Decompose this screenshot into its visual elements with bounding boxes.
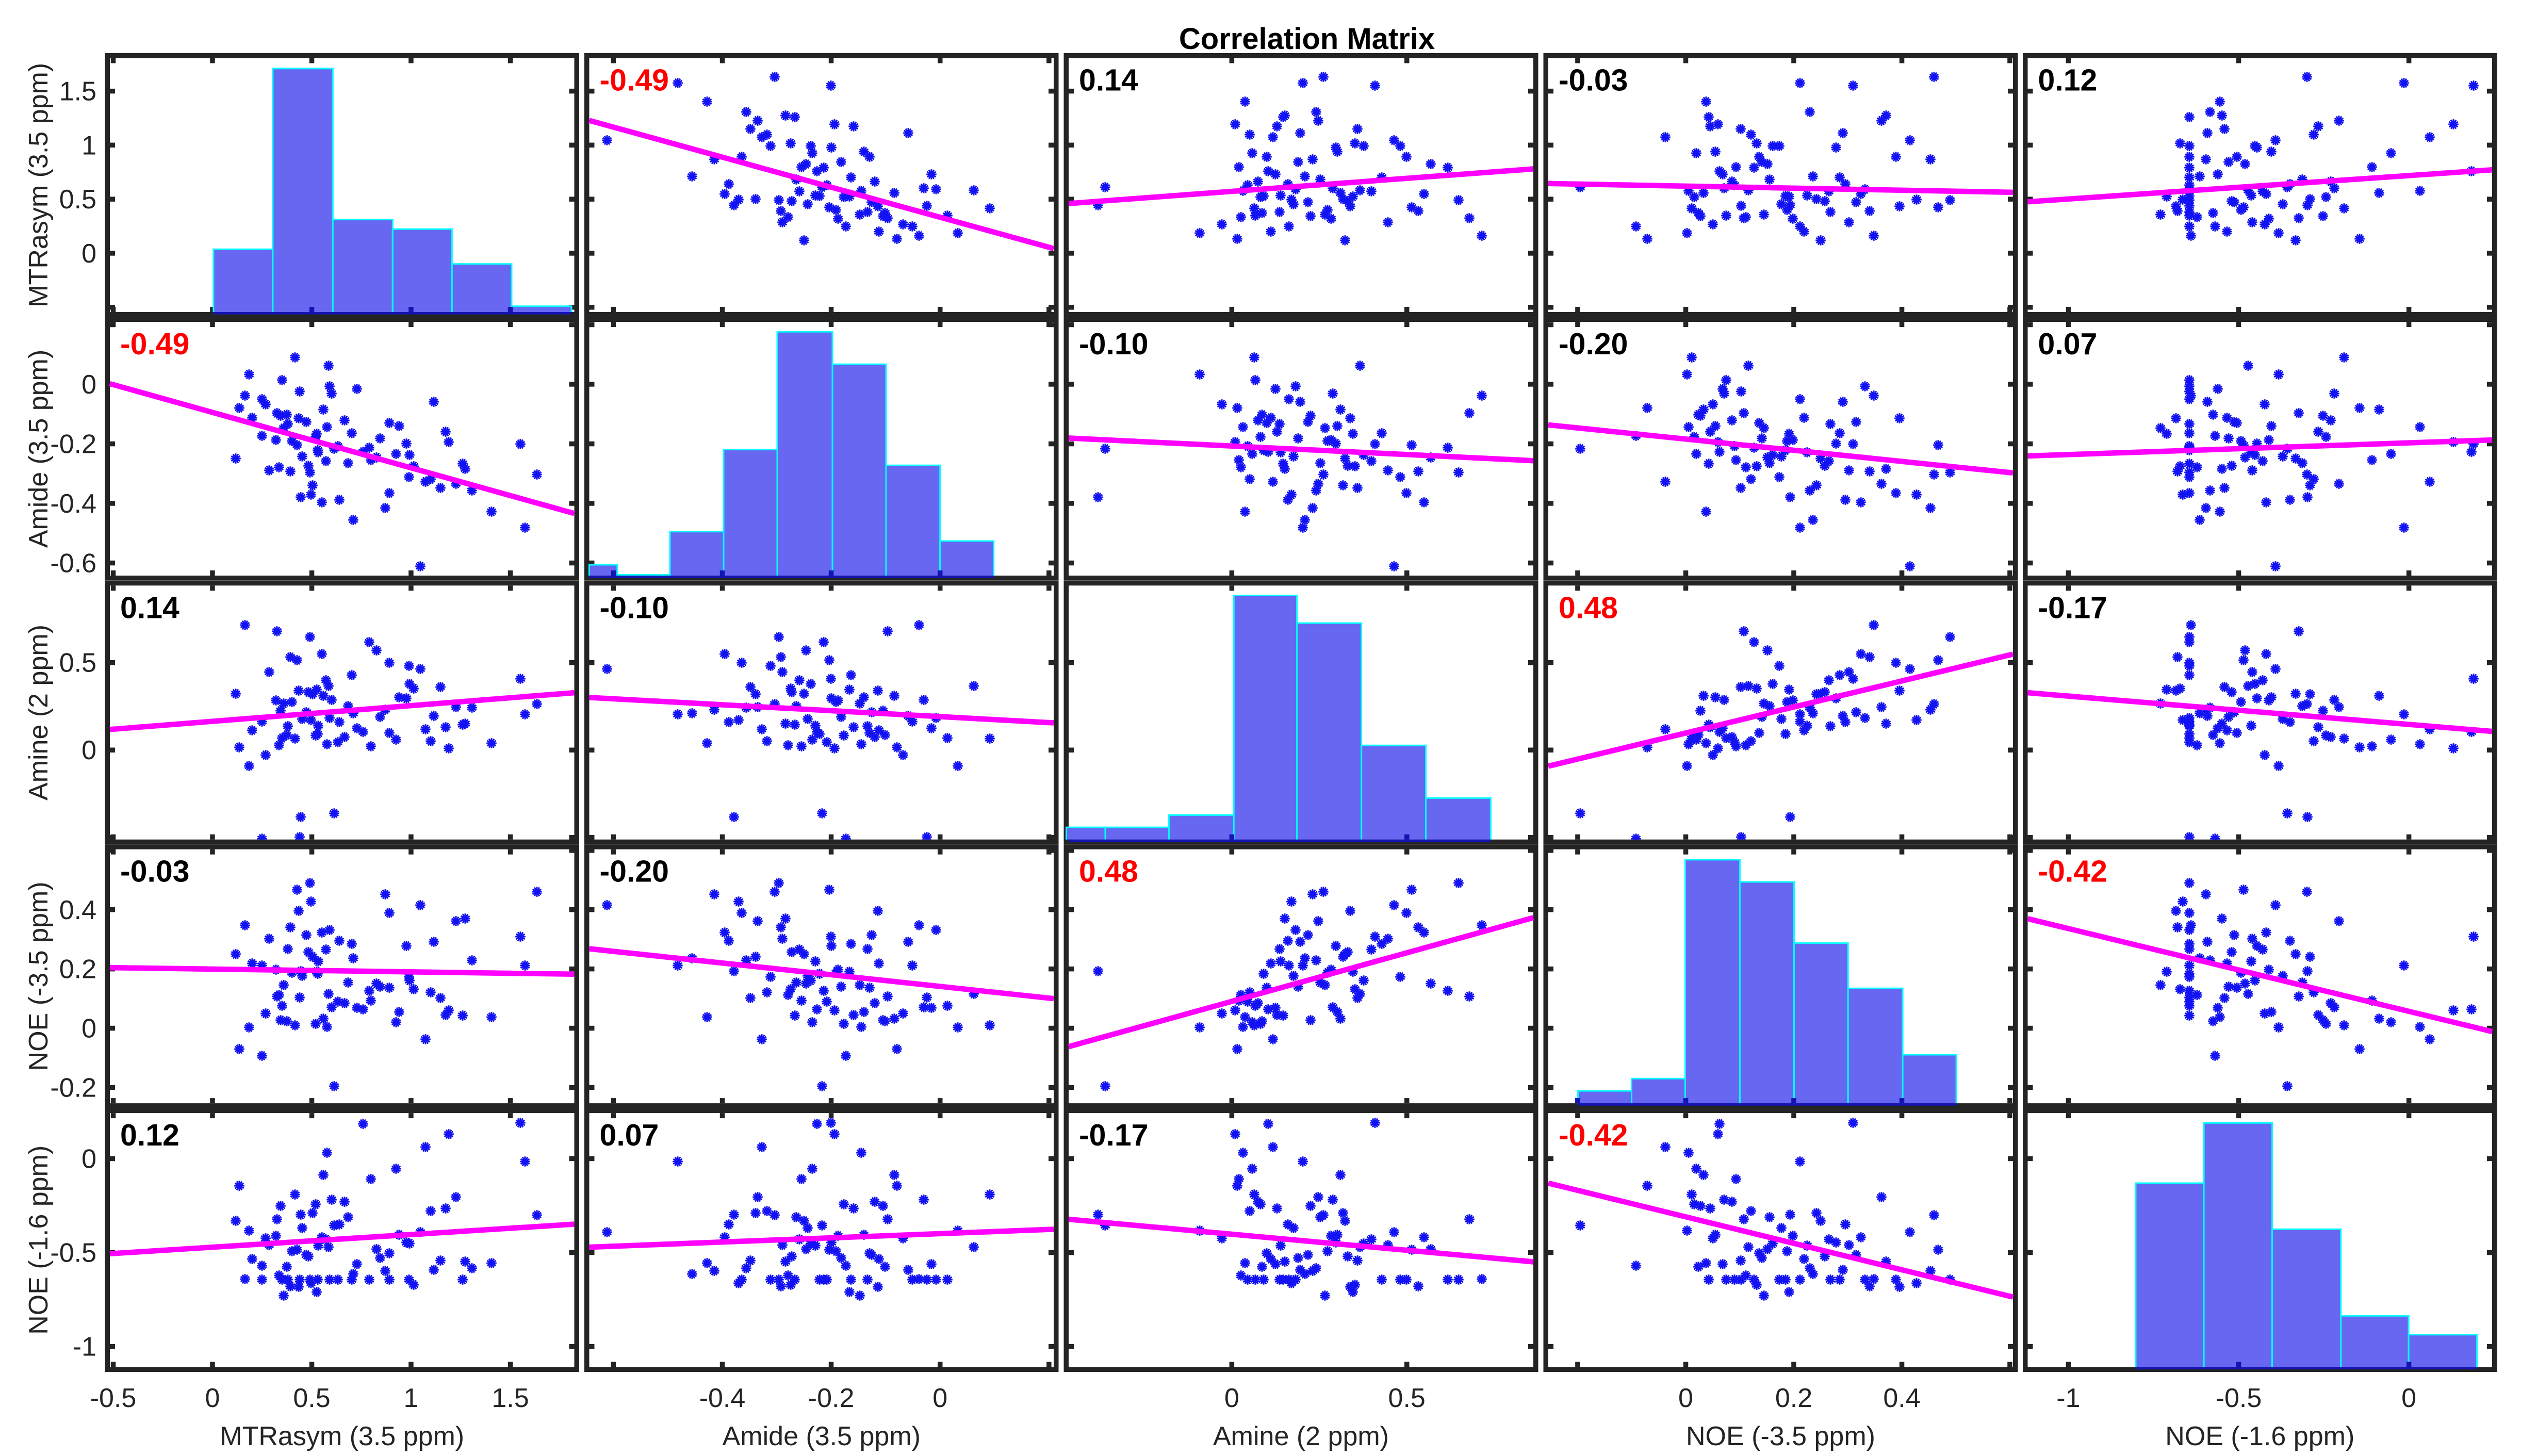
svg-text:0.12: 0.12	[120, 1118, 179, 1152]
svg-text:0: 0	[205, 1383, 220, 1413]
svg-text:0: 0	[1678, 1383, 1693, 1413]
svg-text:0.5: 0.5	[1388, 1383, 1426, 1413]
svg-text:-0.6: -0.6	[50, 549, 96, 579]
svg-text:NOE (-1.6 ppm): NOE (-1.6 ppm)	[24, 1146, 54, 1335]
svg-text:-0.17: -0.17	[2038, 591, 2107, 625]
svg-text:-0.4: -0.4	[50, 489, 96, 519]
svg-text:-1: -1	[2056, 1383, 2080, 1413]
svg-text:Amine (2 ppm): Amine (2 ppm)	[24, 625, 54, 800]
svg-text:1: 1	[404, 1383, 419, 1413]
svg-text:-0.4: -0.4	[699, 1383, 746, 1413]
svg-text:-0.2: -0.2	[50, 1073, 96, 1103]
svg-text:-0.42: -0.42	[2038, 855, 2107, 889]
svg-text:-0.20: -0.20	[1559, 327, 1628, 361]
svg-text:0.2: 0.2	[1775, 1383, 1812, 1413]
svg-text:0.48: 0.48	[1559, 591, 1618, 625]
svg-text:Amide (3.5 ppm): Amide (3.5 ppm)	[24, 350, 54, 548]
svg-text:0.14: 0.14	[1079, 63, 1138, 97]
svg-text:0: 0	[81, 239, 96, 269]
svg-text:0.14: 0.14	[120, 591, 179, 625]
svg-text:0.5: 0.5	[59, 185, 96, 215]
svg-text:0.5: 0.5	[293, 1383, 330, 1413]
svg-text:0.07: 0.07	[600, 1118, 659, 1152]
svg-text:Correlation Matrix: Correlation Matrix	[1179, 22, 1435, 56]
svg-text:-0.10: -0.10	[1079, 327, 1148, 361]
svg-text:-0.17: -0.17	[1079, 1118, 1148, 1152]
svg-text:-0.5: -0.5	[90, 1383, 137, 1413]
svg-text:-0.20: -0.20	[600, 855, 669, 889]
svg-text:0: 0	[1224, 1383, 1239, 1413]
svg-text:-0.03: -0.03	[120, 855, 189, 889]
svg-text:MTRasym (3.5 ppm): MTRasym (3.5 ppm)	[220, 1421, 464, 1451]
svg-text:Amide (3.5 ppm): Amide (3.5 ppm)	[723, 1421, 921, 1451]
svg-text:0.2: 0.2	[59, 955, 96, 985]
svg-text:-0.2: -0.2	[808, 1383, 855, 1413]
svg-text:0: 0	[81, 735, 96, 765]
svg-text:-0.03: -0.03	[1559, 63, 1628, 97]
svg-text:-0.2: -0.2	[50, 430, 96, 460]
svg-text:1.5: 1.5	[492, 1383, 529, 1413]
svg-text:Amine (2 ppm): Amine (2 ppm)	[1213, 1421, 1389, 1451]
svg-text:1.5: 1.5	[59, 77, 96, 107]
svg-text:0: 0	[81, 1144, 96, 1174]
svg-text:-0.49: -0.49	[120, 327, 189, 361]
svg-text:0.4: 0.4	[1883, 1383, 1920, 1413]
svg-text:-0.5: -0.5	[2216, 1383, 2262, 1413]
svg-text:0.48: 0.48	[1079, 855, 1138, 889]
svg-text:0: 0	[2401, 1383, 2416, 1413]
svg-text:NOE (-1.6 ppm): NOE (-1.6 ppm)	[2165, 1421, 2354, 1451]
svg-text:0: 0	[932, 1383, 947, 1413]
svg-text:-0.42: -0.42	[1559, 1118, 1628, 1152]
svg-text:-0.10: -0.10	[600, 591, 669, 625]
svg-text:0.5: 0.5	[59, 648, 96, 678]
svg-text:0.07: 0.07	[2038, 327, 2098, 361]
svg-text:0: 0	[81, 370, 96, 400]
svg-text:0.12: 0.12	[2038, 63, 2098, 97]
svg-text:MTRasym (3.5 ppm): MTRasym (3.5 ppm)	[24, 63, 54, 307]
svg-text:-1: -1	[73, 1332, 96, 1362]
svg-text:1: 1	[81, 130, 96, 160]
svg-text:-0.49: -0.49	[600, 63, 669, 97]
svg-text:NOE (-3.5 ppm): NOE (-3.5 ppm)	[24, 881, 54, 1071]
svg-text:0: 0	[81, 1014, 96, 1044]
svg-text:0.4: 0.4	[59, 895, 96, 925]
svg-text:-0.5: -0.5	[50, 1238, 96, 1268]
svg-text:NOE (-3.5 ppm): NOE (-3.5 ppm)	[1686, 1421, 1875, 1451]
